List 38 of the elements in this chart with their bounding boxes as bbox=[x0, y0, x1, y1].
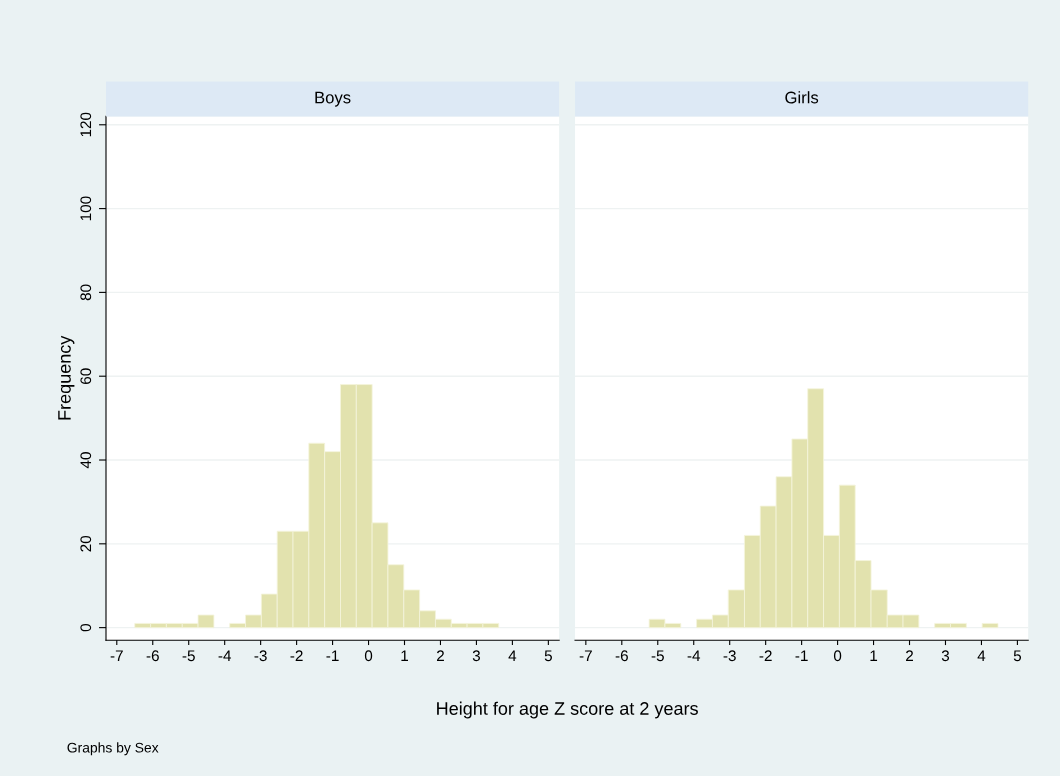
y-tick-label: 120 bbox=[80, 112, 92, 137]
x-tick-label: 5 bbox=[544, 650, 552, 662]
x-tick-label: -5 bbox=[651, 650, 664, 662]
x-tick-label: -3 bbox=[254, 650, 267, 662]
x-tick-label: 1 bbox=[401, 650, 409, 661]
x-tick-label: 3 bbox=[941, 650, 950, 662]
x-tick-label: 2 bbox=[436, 650, 444, 661]
x-tick-label: -7 bbox=[579, 650, 592, 661]
chart-title: Girls bbox=[785, 91, 819, 104]
x-tick-label: -7 bbox=[110, 650, 123, 661]
y-axis-title: Frequency bbox=[58, 335, 75, 420]
x-axis-title: Height for age Z score at 2 years bbox=[437, 701, 698, 719]
x-tick-label: 4 bbox=[508, 650, 517, 661]
x-tick-label: -6 bbox=[615, 650, 628, 662]
x-tick-label: -2 bbox=[290, 650, 303, 661]
y-tick-label: 80 bbox=[80, 284, 92, 301]
x-tick-label: 4 bbox=[977, 650, 986, 661]
x-tick-label: 2 bbox=[906, 650, 913, 661]
y-tick-label: 20 bbox=[80, 535, 92, 552]
x-tick-label: -1 bbox=[326, 650, 339, 661]
x-tick-label: 5 bbox=[1013, 650, 1022, 662]
x-tick-label: -3 bbox=[723, 650, 736, 662]
x-tick-label: 0 bbox=[833, 650, 842, 662]
y-tick-label: 40 bbox=[80, 452, 92, 469]
chart-title: Boys bbox=[315, 91, 351, 107]
x-tick-label: -6 bbox=[146, 650, 159, 662]
x-tick-label: -4 bbox=[218, 650, 232, 661]
x-tick-label: -2 bbox=[759, 650, 772, 661]
x-tick-label: 3 bbox=[472, 650, 481, 662]
x-tick-label: -5 bbox=[182, 650, 195, 662]
y-tick-label: 0 bbox=[80, 623, 92, 632]
x-tick-label: -4 bbox=[687, 650, 701, 661]
y-tick-label: 60 bbox=[80, 368, 92, 384]
text: Graphs by Sex bbox=[67, 742, 159, 756]
x-tick-label: 1 bbox=[870, 650, 878, 661]
x-tick-label: 0 bbox=[364, 650, 373, 662]
y-tick-label: 100 bbox=[80, 196, 92, 221]
x-tick-label: -1 bbox=[795, 650, 808, 661]
